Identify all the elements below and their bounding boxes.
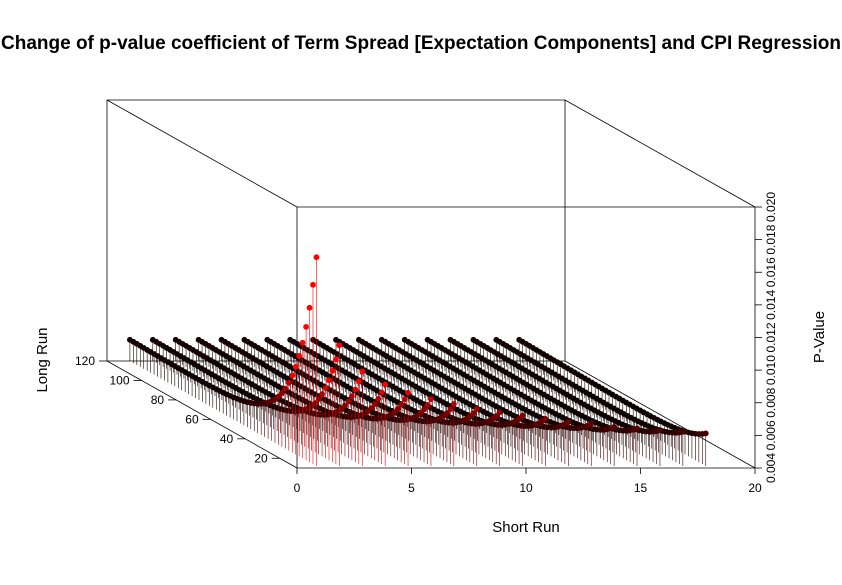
- data-point: [428, 396, 434, 403]
- box-edge: [106, 360, 298, 469]
- data-points: [126, 254, 709, 467]
- z-tick-label: 0.014: [764, 290, 778, 320]
- y-tick-label: 60: [185, 412, 199, 426]
- data-point: [405, 389, 411, 396]
- data-point: [319, 391, 325, 398]
- data-point: [657, 427, 663, 434]
- box-edge: [106, 99, 298, 208]
- y-tick-label: 120: [75, 354, 95, 368]
- x-axis-label: Short Run: [492, 519, 560, 536]
- y-tick-label: 100: [110, 373, 130, 387]
- data-point: [444, 410, 450, 416]
- data-point: [296, 353, 303, 359]
- z-tick-label: 0.006: [764, 420, 778, 450]
- data-point: [496, 409, 503, 416]
- data-point: [282, 385, 289, 392]
- data-point: [342, 402, 348, 409]
- chart-title: Change of p-value coefficient of Term Sp…: [1, 33, 841, 54]
- data-point: [450, 401, 457, 407]
- x-tick-label: 15: [634, 481, 648, 495]
- x-tick-label: 10: [519, 481, 533, 495]
- data-point: [493, 413, 500, 419]
- data-point: [424, 402, 431, 408]
- data-point: [292, 363, 299, 370]
- data-point: [470, 410, 477, 417]
- y-tick-label: 20: [254, 451, 268, 465]
- z-tick-label: 0.018: [764, 224, 778, 254]
- z-tick-label: 0.012: [764, 322, 778, 352]
- data-point: [401, 396, 408, 403]
- data-point: [299, 339, 306, 346]
- data-point: [336, 342, 343, 349]
- z-tick-label: 0.016: [764, 257, 778, 287]
- data-point: [634, 425, 640, 432]
- data-point: [279, 390, 285, 396]
- data-point: [348, 393, 355, 400]
- data-point: [398, 401, 405, 408]
- z-tick-label: 0.004: [764, 453, 778, 483]
- data-point: [310, 281, 316, 288]
- data-point: [315, 396, 322, 403]
- y-axis-label: Long Run: [34, 327, 51, 392]
- data-point: [542, 415, 549, 422]
- z-tick-label: 0.010: [764, 355, 778, 385]
- data-point: [332, 356, 339, 363]
- data-point: [355, 378, 362, 385]
- data-point: [303, 323, 309, 330]
- data-point: [519, 412, 526, 419]
- y-tick-label: 80: [151, 393, 165, 407]
- data-point: [289, 372, 296, 379]
- z-axis-label: P-Value: [811, 311, 828, 363]
- data-point: [382, 381, 389, 388]
- x-tick-label: 5: [408, 481, 415, 495]
- data-point: [326, 377, 332, 384]
- data-point: [702, 430, 709, 437]
- box-edge: [564, 360, 756, 469]
- data-point: [285, 379, 292, 386]
- data-point: [565, 419, 572, 425]
- data-point: [679, 428, 686, 435]
- x-tick-label: 0: [294, 481, 301, 495]
- data-point: [322, 385, 329, 391]
- data-point: [473, 406, 480, 412]
- data-point: [421, 406, 427, 413]
- data-point: [394, 406, 401, 412]
- data-point: [611, 424, 618, 430]
- y-tick-label: 40: [220, 432, 234, 446]
- data-point: [329, 367, 336, 374]
- data-point: [359, 368, 366, 375]
- data-point: [588, 420, 595, 427]
- data-point: [447, 406, 454, 412]
- x-tick-label: 20: [748, 481, 762, 495]
- data-point: [352, 386, 359, 393]
- box-edge: [564, 99, 756, 208]
- data-point: [313, 254, 320, 261]
- data-point: [306, 304, 313, 311]
- data-point: [378, 389, 385, 396]
- z-tick-label: 0.008: [764, 387, 778, 417]
- data-point: [375, 396, 382, 402]
- z-tick-label: 0.020: [764, 192, 778, 222]
- data-point: [345, 398, 352, 405]
- data-point: [368, 405, 375, 411]
- axis-ticks: 0 5 10 15 20 20 40 60 80 100 120 0.004 0.006 0.008 0.0…: [75, 192, 778, 495]
- data-point: [371, 401, 378, 407]
